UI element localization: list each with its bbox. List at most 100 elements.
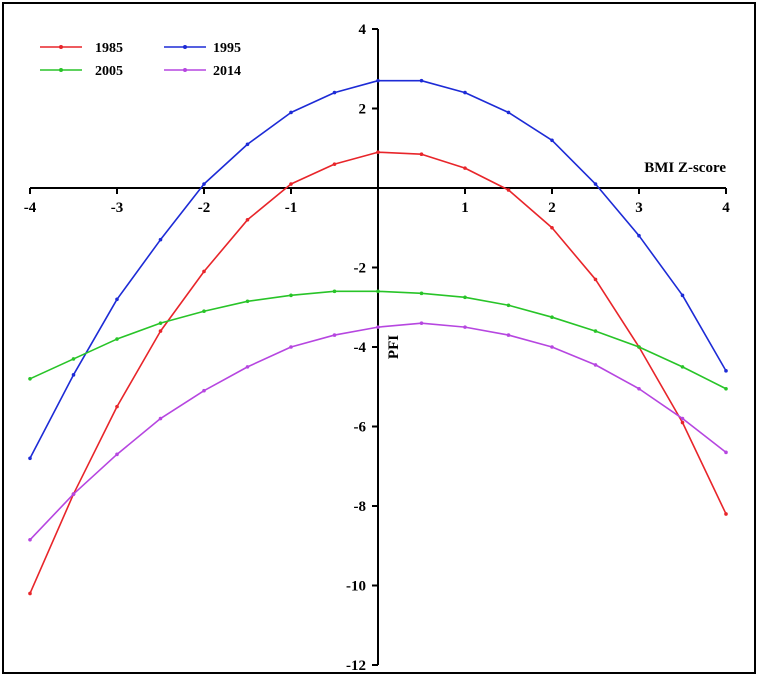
data-point-1985 [289, 182, 293, 186]
data-point-2005 [289, 293, 293, 298]
data-point-2014 [332, 333, 337, 337]
data-point-2005 [680, 365, 685, 369]
data-point-2014 [419, 321, 424, 325]
data-point-2005 [550, 315, 554, 319]
legend-label-1995: 1995 [213, 41, 241, 56]
data-point-2005 [28, 377, 32, 381]
legend-item-1995: 1995 [164, 41, 241, 56]
data-point-1985 [28, 591, 32, 596]
data-point-1995 [28, 456, 32, 461]
y-tick-label: -2 [354, 261, 367, 277]
data-point-1995 [158, 237, 163, 242]
x-tick-label: -4 [24, 200, 37, 216]
series-2005 [28, 289, 728, 391]
x-tick-label: -2 [198, 200, 211, 216]
legend-label-1985: 1985 [95, 41, 123, 56]
data-point-2005 [637, 345, 641, 349]
data-point-1985 [202, 269, 206, 274]
series-2014 [28, 321, 728, 542]
data-point-1985 [550, 225, 554, 230]
series-1995 [28, 78, 728, 461]
data-point-2005 [158, 321, 163, 325]
y-tick-label: -10 [346, 579, 366, 595]
data-point-2005 [463, 295, 467, 300]
data-point-1995 [332, 90, 337, 95]
data-point-1995 [724, 369, 728, 373]
data-point-2014 [28, 537, 32, 542]
data-point-1995 [245, 142, 250, 147]
legend-item-2005: 2005 [40, 64, 123, 79]
y-axis-title: PFI [386, 335, 402, 359]
data-point-1995 [637, 233, 641, 238]
data-point-2014 [506, 333, 511, 337]
y-tick-label: 2 [359, 102, 367, 118]
data-point-1995 [550, 138, 554, 143]
x-tick-label: -3 [111, 200, 124, 216]
x-tick-label: 3 [635, 200, 643, 216]
data-point-2014 [115, 452, 119, 457]
data-point-2014 [680, 416, 685, 421]
data-point-2005 [593, 329, 598, 333]
data-point-1995 [202, 182, 206, 186]
y-tick-label: 4 [359, 22, 367, 38]
data-point-2014 [158, 416, 163, 421]
legend-label-2014: 2014 [213, 64, 241, 79]
y-ticks: 4 2 -2 -4 -6 -8 -10 -12 [346, 22, 378, 674]
data-point-2005 [419, 291, 424, 296]
data-point-2005 [376, 289, 380, 294]
legend-marker-2005 [59, 68, 63, 72]
data-point-2005 [245, 299, 250, 304]
data-point-1985 [463, 166, 467, 170]
data-point-1995 [463, 90, 467, 95]
data-point-1985 [506, 188, 511, 192]
y-tick-label: -6 [354, 420, 367, 436]
data-point-2014 [724, 450, 728, 455]
legend-item-2014: 2014 [164, 64, 241, 79]
legend-marker-1995 [183, 45, 187, 49]
axes: -4 -3 -2 -1 1 2 3 4 4 2 -2 -4 -6 -8 -10 -12 BMI Z-scor… [24, 22, 731, 674]
data-point-1985 [724, 512, 728, 516]
data-point-1995 [289, 110, 293, 115]
data-point-1995 [593, 182, 598, 186]
x-tick-label: -1 [285, 200, 298, 216]
data-point-2014 [593, 363, 598, 367]
x-tick-label: 2 [548, 200, 556, 216]
data-point-1995 [376, 78, 380, 83]
data-point-2014 [550, 345, 554, 349]
data-point-1985 [593, 277, 598, 282]
legend-marker-1985 [59, 45, 63, 49]
y-tick-label: -4 [354, 340, 367, 356]
data-point-1995 [419, 78, 424, 83]
data-point-2014 [245, 365, 250, 369]
legend-item-1985: 1985 [40, 41, 123, 56]
data-point-2014 [289, 345, 293, 349]
y-tick-label: -8 [354, 499, 367, 515]
data-point-1985 [158, 329, 163, 333]
data-point-2005 [202, 309, 206, 314]
legend-marker-2014 [183, 68, 187, 72]
data-point-1985 [419, 152, 424, 157]
data-point-2005 [71, 357, 76, 361]
data-point-1985 [376, 150, 380, 155]
y-tick-label: -12 [346, 658, 366, 674]
x-tick-label: 1 [461, 200, 469, 216]
legend: 1985 1995 2005 2014 [40, 41, 241, 79]
data-point-2014 [376, 325, 380, 329]
data-point-2014 [71, 492, 76, 496]
data-point-1995 [680, 293, 685, 298]
data-point-2014 [463, 325, 467, 329]
data-point-2005 [506, 303, 511, 308]
data-point-2005 [724, 386, 728, 391]
data-point-1985 [680, 420, 685, 425]
data-point-2014 [202, 388, 206, 393]
data-point-2005 [332, 289, 337, 294]
series-group [28, 78, 728, 596]
legend-label-2005: 2005 [95, 64, 123, 79]
data-point-2005 [115, 337, 119, 341]
x-axis-title: BMI Z-score [644, 160, 726, 176]
data-point-1985 [245, 218, 250, 222]
data-point-2014 [637, 386, 641, 391]
x-ticks: -4 -3 -2 -1 1 2 3 4 [24, 188, 730, 216]
